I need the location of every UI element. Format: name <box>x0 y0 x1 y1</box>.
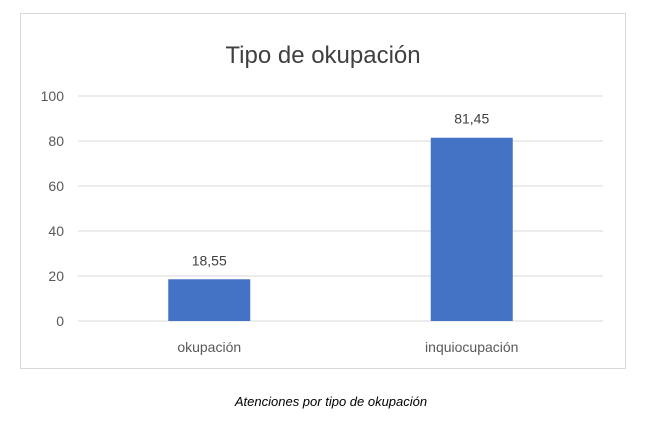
x-tick-label: okupación <box>177 339 241 355</box>
y-tick-label: 80 <box>48 133 64 149</box>
y-tick-label: 100 <box>41 88 65 104</box>
bar <box>430 137 513 321</box>
chart-frame <box>20 13 626 369</box>
data-label: 81,45 <box>454 111 489 127</box>
bar <box>168 279 251 321</box>
y-tick-label: 20 <box>48 268 64 284</box>
y-tick-label: 40 <box>48 223 64 239</box>
y-tick-label: 60 <box>48 178 64 194</box>
x-tick-label: inquiocupación <box>425 339 518 355</box>
figure-caption: Atenciones por tipo de okupación <box>234 394 428 409</box>
data-label: 18,55 <box>192 252 227 268</box>
chart-title: Tipo de okupación <box>225 42 420 69</box>
y-tick-label: 0 <box>56 313 64 329</box>
